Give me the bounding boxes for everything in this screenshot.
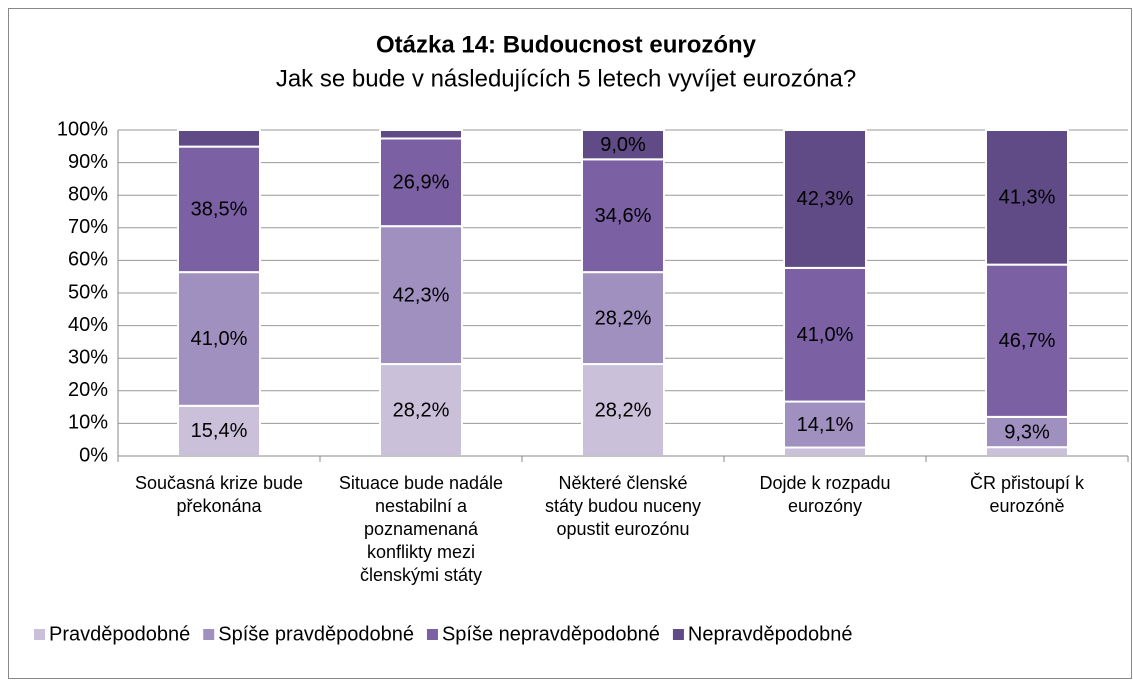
y-tick-label: 90% bbox=[68, 151, 108, 173]
x-tick-label-line: překonána bbox=[176, 496, 262, 516]
x-tick-label-line: Situace bude nadále bbox=[339, 473, 503, 493]
bar-segment bbox=[177, 129, 261, 148]
y-tick-label: 70% bbox=[68, 216, 108, 238]
x-tick-label: Dojde k rozpadu eurozóny bbox=[759, 473, 890, 516]
x-tick-label-line: Současná krize bude bbox=[135, 473, 303, 493]
legend-label: Pravděpodobné bbox=[49, 623, 190, 645]
y-tick-label: 80% bbox=[68, 183, 108, 205]
x-tick-label: Současná krize bude překonána bbox=[135, 473, 303, 516]
x-tick-label-line: opustit eurozónu bbox=[556, 519, 689, 539]
legend-swatch bbox=[203, 629, 215, 640]
legend-label: Spíše nepravděpodobné bbox=[442, 623, 660, 645]
x-tick-label-line: eurozóny bbox=[788, 496, 862, 516]
x-tick-label-line: Některé členské bbox=[558, 473, 687, 493]
data-label: 42,3% bbox=[797, 188, 854, 210]
legend-label: Spíše pravděpodobné bbox=[218, 623, 414, 645]
bar-segment bbox=[783, 266, 867, 403]
data-label: 28,2% bbox=[393, 399, 450, 421]
x-tick-label: Situace bude nadále nestabilní a poznamena… bbox=[339, 473, 503, 585]
legend-swatch bbox=[672, 629, 684, 640]
data-label: 28,2% bbox=[595, 399, 652, 421]
bar-segment bbox=[783, 129, 867, 269]
y-tick-label: 50% bbox=[68, 281, 108, 303]
x-tick-label: Některé členské státy budou nuceny opustit… bbox=[545, 473, 701, 539]
chart-subtitle: Jak se bude v následujících 5 letech vyv… bbox=[276, 65, 856, 92]
y-tick-label: 30% bbox=[68, 346, 108, 368]
x-tick-label-line: státy budou nuceny bbox=[545, 496, 701, 516]
legend-swatch bbox=[34, 629, 45, 640]
x-tick-label-line: členskými státy bbox=[360, 565, 482, 585]
data-label: 15,4% bbox=[191, 420, 248, 442]
y-tick-label: 60% bbox=[68, 249, 108, 271]
y-tick-label: 40% bbox=[68, 314, 108, 336]
data-label: 41,0% bbox=[191, 328, 248, 350]
x-tick-label-line: Dojde k rozpadu bbox=[759, 473, 890, 493]
data-label: 42,3% bbox=[393, 284, 450, 306]
y-tick-label: 0% bbox=[79, 444, 108, 466]
chart-border bbox=[8, 8, 1132, 679]
data-label: 9,3% bbox=[1004, 421, 1050, 443]
x-tick-label-line: nestabilní a bbox=[375, 496, 468, 516]
chart-title: Otázka 14: Budoucnost eurozóny bbox=[376, 31, 757, 58]
x-tick-label: ČR přistoupí k eurozóně bbox=[970, 472, 1085, 516]
x-tick-label-line: ČR přistoupí k bbox=[970, 472, 1085, 493]
data-label: 9,0% bbox=[600, 134, 646, 156]
y-tick-label: 100% bbox=[57, 118, 108, 140]
legend-label: Nepravděpodobné bbox=[688, 623, 853, 645]
data-label: 38,5% bbox=[191, 199, 248, 221]
data-label: 41,3% bbox=[999, 187, 1056, 209]
x-tick-label-line: poznamenaná bbox=[364, 519, 479, 539]
bar-segment bbox=[985, 129, 1069, 266]
bar-segment bbox=[783, 446, 867, 457]
data-label: 28,2% bbox=[595, 307, 652, 329]
bar-segment bbox=[985, 415, 1069, 449]
bar-segment bbox=[985, 263, 1069, 418]
data-label: 41,0% bbox=[797, 324, 854, 346]
bar-segment bbox=[581, 271, 665, 366]
bar-segment bbox=[379, 363, 463, 457]
bar-segment bbox=[379, 225, 463, 366]
x-tick-label-line: konflikty mezi bbox=[367, 542, 475, 562]
data-label: 46,7% bbox=[999, 330, 1056, 352]
bar-segment bbox=[379, 129, 463, 140]
data-label: 14,1% bbox=[797, 414, 854, 436]
bar-segment bbox=[985, 446, 1069, 457]
legend-swatch bbox=[426, 629, 438, 640]
bar-segment bbox=[581, 129, 665, 161]
data-label: 34,6% bbox=[595, 205, 652, 227]
data-label: 26,9% bbox=[393, 172, 450, 194]
y-tick-label: 20% bbox=[68, 379, 108, 401]
y-tick-label: 10% bbox=[68, 412, 108, 434]
x-tick-label-line: eurozóně bbox=[989, 496, 1064, 516]
